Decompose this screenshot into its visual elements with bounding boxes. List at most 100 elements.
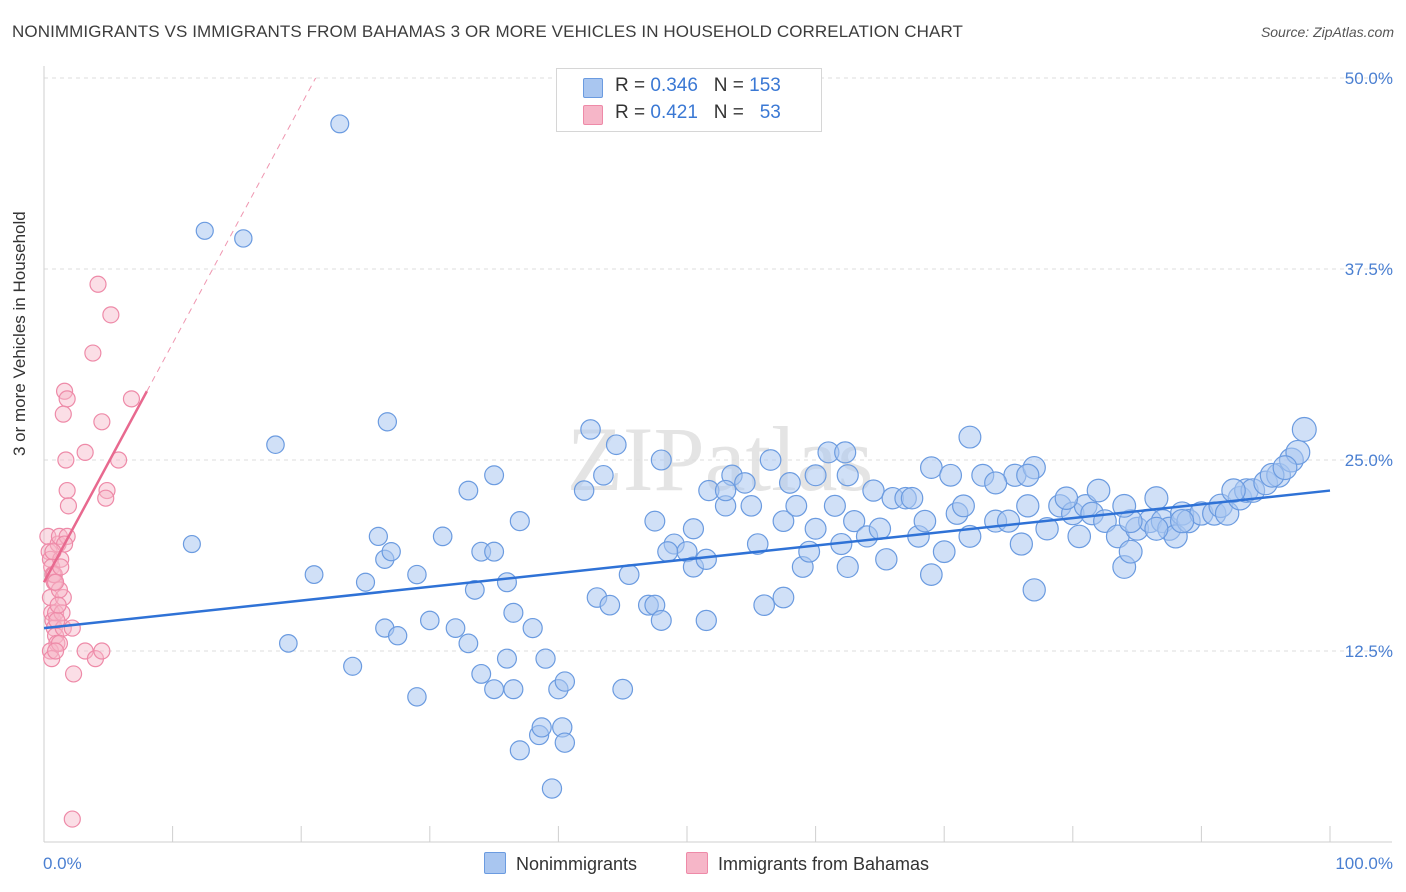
nonimmigrant-point [387,626,408,646]
nonimmigrant-point [484,465,505,486]
y-tick-label: 50.0% [1345,69,1393,88]
legend-swatch-blue [583,78,603,98]
nonimmigrant-point [355,572,376,592]
nonimmigrant-point [958,524,982,548]
bahamas-point [89,275,107,293]
nonimmigrant-point [836,464,859,487]
nonimmigrant-point [304,565,324,585]
nonimmigrant-point [496,572,517,593]
nonimmigrant-trendline [43,489,1331,630]
nonimmigrant-point [580,419,601,440]
bahamas-point [97,489,115,507]
bahamas-point [122,390,141,408]
nonimmigrant-point [913,509,937,533]
nonimmigrant-point [605,434,627,456]
nonimmigrant-point [407,564,427,585]
nonimmigrant-point [195,221,214,240]
nonimmigrant-point [785,494,808,517]
nonimmigrant-point [695,548,717,570]
nonimmigrant-point [900,486,924,510]
nonimmigrant-point [266,435,285,455]
bahamas-point [63,810,81,828]
nonimmigrant-point [1067,524,1092,549]
bottom-legend-nonimmigrants: Nonimmigrants [484,852,637,875]
x-tick-label: 100.0% [1335,854,1393,873]
nonimmigrant-point [182,534,201,554]
nonimmigrant-point [996,509,1021,533]
nonimmigrant-point [772,510,795,533]
nonimmigrant-point [471,663,492,684]
nonimmigrant-point [458,480,479,501]
nonimmigrant-point [1022,578,1046,602]
nonimmigrant-point [278,633,298,653]
nonimmigrant-point [1272,455,1298,481]
y-axis-label: 3 or more Vehicles in Household [10,211,29,456]
nonimmigrant-point [1221,478,1246,503]
source-label: Source: ZipAtlas.com [1260,24,1394,40]
nonimmigrant-point [862,479,885,502]
nonimmigrant-point [682,518,705,540]
nonimmigrant-point [445,618,466,638]
legend-swatch-pink [583,105,603,125]
nonimmigrant-point [657,541,679,563]
bahamas-point [49,596,67,614]
nonimmigrant-point [330,114,350,134]
legend-r-value: 0.346 [650,75,698,96]
nonimmigrant-point [804,464,827,487]
nonimmigrant-point [759,449,782,471]
nonimmigrant-point [919,456,943,480]
bottom-legend-label: Nonimmigrants [516,854,638,874]
legend-n-value: 53 [759,102,781,123]
nonimmigrant-point [1118,539,1143,564]
nonimmigrant-point [593,464,614,486]
nonimmigrant-point [503,679,524,700]
nonimmigrant-point [1169,508,1195,534]
y-tick-label: 25.0% [1345,451,1393,470]
nonimmigrant-point [823,494,846,517]
nonimmigrant-point [843,510,866,533]
bottom-legend-label: Immigrants from Bahamas [718,854,930,874]
stats-legend: R = 0.346 N = 153 R = 0.421 N = 53 [556,68,822,132]
bottom-legend-swatch-blue [484,852,506,874]
nonimmigrant-point [377,412,398,432]
nonimmigrant-point [535,648,556,669]
bahamas-trend-extension [146,77,317,392]
nonimmigrant-point [343,656,363,676]
bahamas-point [57,451,75,469]
x-tick-label: 0.0% [43,854,82,873]
nonimmigrant-point [746,533,769,555]
bahamas-trendline [42,390,148,583]
bahamas-point [46,642,65,660]
legend-r-label: R = [615,75,646,96]
bahamas-point [59,497,78,515]
bahamas-point [63,619,81,637]
nonimmigrant-point [1086,478,1111,503]
nonimmigrant-point [644,510,666,532]
nonimmigrant-point [932,540,956,564]
bahamas-point [54,405,72,423]
legend-n-label: N = [713,102,744,123]
nonimmigrant-point [531,717,552,738]
nonimmigrant-point [919,563,943,586]
nonimmigrant-point [234,229,253,248]
nonimmigrant-point [1144,486,1169,511]
bahamas-point [93,642,111,660]
bahamas-point [58,481,76,500]
bahamas-point [46,573,65,591]
nonimmigrant-point [714,479,737,502]
nonimmigrant-point [836,555,859,579]
bahamas-point [84,344,102,362]
chart-title: NONIMMIGRANTS VS IMMIGRANTS FROM BAHAMAS… [12,22,964,41]
nonimmigrant-point [554,732,576,753]
nonimmigrant-point [509,740,530,761]
bahamas-point [102,306,120,324]
nonimmigrant-point [952,494,975,518]
nonimmigrant-point [1016,463,1040,487]
y-tick-label: 37.5% [1345,260,1393,279]
bahamas-point [64,665,83,683]
nonimmigrant-point [753,594,775,616]
nonimmigrant-point [432,526,453,547]
nonimmigrant-point [503,602,524,623]
nonimmigrant-point [458,633,479,654]
